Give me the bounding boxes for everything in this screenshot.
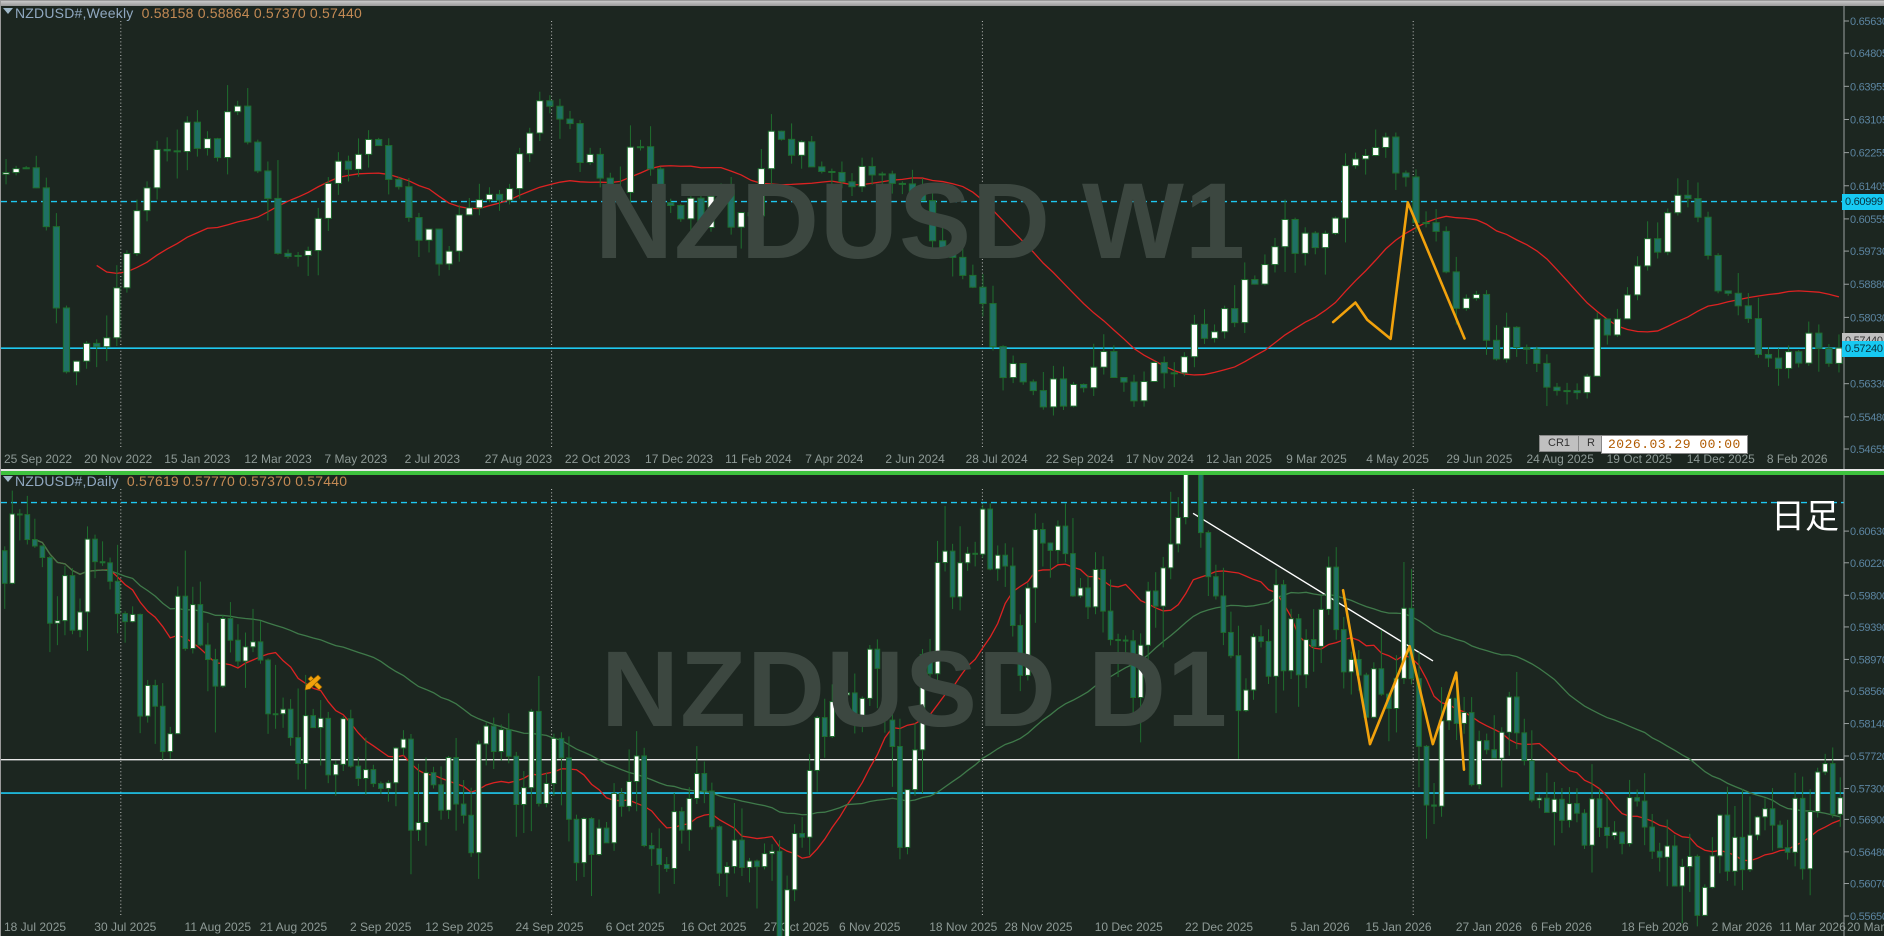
svg-text:19 Oct 2025: 19 Oct 2025 — [1607, 452, 1673, 466]
svg-text:27 Jan 2026: 27 Jan 2026 — [1456, 920, 1522, 934]
svg-text:0.57720: 0.57720 — [1850, 751, 1884, 763]
svg-text:6 Oct 2025: 6 Oct 2025 — [606, 920, 665, 934]
svg-text:11 Aug 2025: 11 Aug 2025 — [185, 920, 252, 934]
svg-text:0.61405: 0.61405 — [1850, 181, 1884, 193]
svg-text:0.58560: 0.58560 — [1850, 686, 1884, 698]
svg-text:9 Mar 2025: 9 Mar 2025 — [1286, 452, 1347, 466]
svg-text:0.64805: 0.64805 — [1850, 48, 1884, 60]
svg-text:24 Aug 2025: 24 Aug 2025 — [1526, 452, 1594, 466]
svg-text:0.54655: 0.54655 — [1850, 444, 1884, 456]
svg-text:4 May 2025: 4 May 2025 — [1366, 452, 1429, 466]
svg-text:2 Jul 2023: 2 Jul 2023 — [405, 452, 461, 466]
svg-text:0.63955: 0.63955 — [1850, 81, 1884, 93]
svg-text:0.55480: 0.55480 — [1850, 412, 1884, 424]
svg-text:0.58880: 0.58880 — [1850, 279, 1884, 291]
svg-text:0.63105: 0.63105 — [1850, 114, 1884, 126]
svg-text:7 May 2023: 7 May 2023 — [325, 452, 388, 466]
svg-text:0.59390: 0.59390 — [1850, 622, 1884, 634]
svg-text:12 Mar 2023: 12 Mar 2023 — [244, 452, 312, 466]
svg-text:20 Nov 2022: 20 Nov 2022 — [84, 452, 152, 466]
svg-text:18 Jul 2025: 18 Jul 2025 — [4, 920, 66, 934]
svg-text:18 Nov 2025: 18 Nov 2025 — [929, 920, 997, 934]
svg-text:11 Mar 2026: 11 Mar 2026 — [1779, 920, 1846, 934]
svg-text:0.60555: 0.60555 — [1850, 214, 1884, 226]
svg-text:30 Jul 2025: 30 Jul 2025 — [94, 920, 156, 934]
svg-text:0.56330: 0.56330 — [1850, 379, 1884, 391]
svg-text:21 Aug 2025: 21 Aug 2025 — [260, 920, 328, 934]
svg-text:16 Oct 2025: 16 Oct 2025 — [681, 920, 747, 934]
svg-text:22 Sep 2024: 22 Sep 2024 — [1046, 452, 1114, 466]
svg-text:17 Dec 2023: 17 Dec 2023 — [645, 452, 713, 466]
svg-text:22 Dec 2025: 22 Dec 2025 — [1185, 920, 1253, 934]
svg-text:0.65630: 0.65630 — [1850, 16, 1884, 28]
svg-text:0.59730: 0.59730 — [1850, 246, 1884, 258]
svg-text:0.60220: 0.60220 — [1850, 558, 1884, 570]
svg-text:0.58030: 0.58030 — [1850, 312, 1884, 324]
svg-text:25 Sep 2022: 25 Sep 2022 — [4, 452, 72, 466]
svg-text:15 Jan 2023: 15 Jan 2023 — [164, 452, 230, 466]
svg-text:18 Feb 2026: 18 Feb 2026 — [1621, 920, 1689, 934]
svg-text:5 Jan 2026: 5 Jan 2026 — [1290, 920, 1350, 934]
svg-text:15 Jan 2026: 15 Jan 2026 — [1366, 920, 1432, 934]
svg-text:0.57300: 0.57300 — [1850, 783, 1884, 795]
svg-text:0.60630: 0.60630 — [1850, 526, 1884, 538]
svg-text:12 Sep 2025: 12 Sep 2025 — [425, 920, 493, 934]
svg-text:7 Apr 2024: 7 Apr 2024 — [805, 452, 863, 466]
svg-text:28 Nov 2025: 28 Nov 2025 — [1004, 920, 1072, 934]
svg-text:0.58140: 0.58140 — [1850, 719, 1884, 731]
svg-text:0.56480: 0.56480 — [1850, 847, 1884, 859]
svg-text:27 Aug 2023: 27 Aug 2023 — [485, 452, 553, 466]
svg-text:0.62255: 0.62255 — [1850, 148, 1884, 160]
svg-text:6 Nov 2025: 6 Nov 2025 — [839, 920, 901, 934]
svg-text:0.58970: 0.58970 — [1850, 654, 1884, 666]
svg-text:11 Feb 2024: 11 Feb 2024 — [725, 452, 792, 466]
svg-text:0.56900: 0.56900 — [1850, 814, 1884, 826]
svg-text:28 Jul 2024: 28 Jul 2024 — [966, 452, 1028, 466]
svg-text:2 Jun 2024: 2 Jun 2024 — [885, 452, 945, 466]
svg-text:6 Feb 2026: 6 Feb 2026 — [1531, 920, 1592, 934]
svg-text:22 Oct 2023: 22 Oct 2023 — [565, 452, 631, 466]
svg-text:29 Jun 2025: 29 Jun 2025 — [1446, 452, 1512, 466]
svg-text:14 Dec 2025: 14 Dec 2025 — [1687, 452, 1755, 466]
svg-text:2 Mar 2026: 2 Mar 2026 — [1712, 920, 1773, 934]
svg-text:12 Jan 2025: 12 Jan 2025 — [1206, 452, 1272, 466]
svg-text:17 Nov 2024: 17 Nov 2024 — [1126, 452, 1194, 466]
svg-text:0.59800: 0.59800 — [1850, 590, 1884, 602]
svg-text:24 Sep 2025: 24 Sep 2025 — [516, 920, 584, 934]
svg-text:8 Feb 2026: 8 Feb 2026 — [1767, 452, 1828, 466]
svg-text:10 Dec 2025: 10 Dec 2025 — [1095, 920, 1163, 934]
svg-text:0.55650: 0.55650 — [1850, 911, 1884, 923]
svg-text:2 Sep 2025: 2 Sep 2025 — [350, 920, 412, 934]
svg-text:27 Oct 2025: 27 Oct 2025 — [764, 920, 830, 934]
svg-text:0.56070: 0.56070 — [1850, 879, 1884, 891]
